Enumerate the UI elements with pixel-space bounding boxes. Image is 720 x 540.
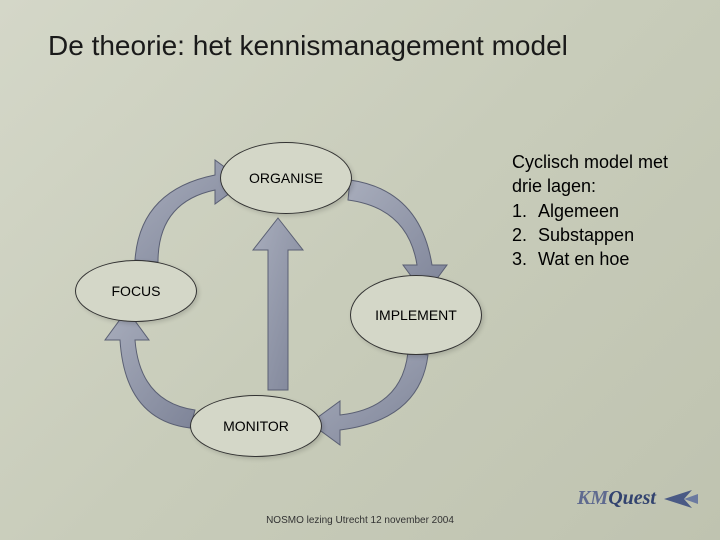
arrow-monitor-focus [105,310,195,428]
description-item: 1. Algemeen [512,199,702,223]
item-text: Substappen [538,223,634,247]
node-focus: FOCUS [75,260,197,322]
description-item: 3. Wat en hoe [512,247,702,271]
arrow-implement-monitor [310,352,428,445]
footer-text: NOSMO lezing Utrecht 12 november 2004 [0,515,720,526]
node-label: ORGANISE [249,170,323,186]
item-number: 1. [512,199,538,223]
item-text: Algemeen [538,199,619,223]
node-label: FOCUS [112,283,161,299]
item-text: Wat en hoe [538,247,629,271]
node-implement: IMPLEMENT [350,275,482,355]
node-monitor: MONITOR [190,395,322,457]
node-label: IMPLEMENT [375,307,457,323]
arrow-monitor-organise [253,218,303,390]
logo-quest: Quest [608,487,656,509]
item-number: 3. [512,247,538,271]
node-label: MONITOR [223,418,289,434]
node-organise: ORGANISE [220,142,352,214]
slide-title: De theorie: het kennismanagement model [48,28,648,63]
logo: KMQuest [577,487,698,510]
paper-plane-icon [664,488,698,510]
cycle-diagram: ORGANISE IMPLEMENT MONITOR FOCUS [40,130,480,460]
description-item: 2. Substappen [512,223,702,247]
description-panel: Cyclisch model met drie lagen: 1. Algeme… [512,150,702,271]
item-number: 2. [512,223,538,247]
logo-text: KMQuest [577,487,656,510]
slide: De theorie: het kennismanagement model [0,0,720,540]
logo-km: KM [577,487,608,509]
description-intro: Cyclisch model met drie lagen: [512,150,702,199]
